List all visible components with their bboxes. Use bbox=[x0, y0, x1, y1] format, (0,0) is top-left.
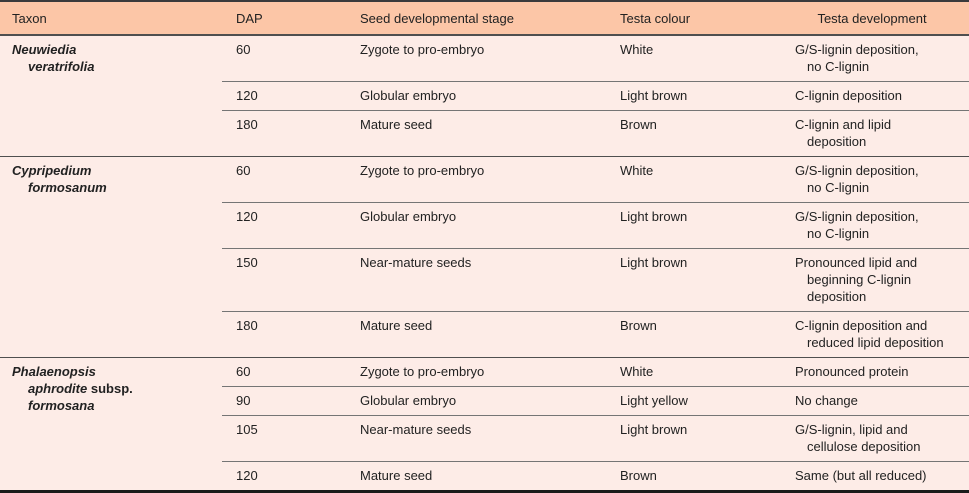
testa-development-cell: Pronounced protein bbox=[795, 364, 909, 379]
testa-development-cell: C-lignin deposition bbox=[785, 81, 969, 111]
stage-cell: Mature seed bbox=[350, 110, 610, 157]
col-header-testa-colour: Testa colour bbox=[610, 1, 785, 36]
taxon-name: Phalaenopsis aphrodite subsp. formosana bbox=[0, 358, 222, 492]
stage-cell: Globular embryo bbox=[350, 386, 610, 416]
dap-cell: 150 bbox=[222, 248, 350, 312]
stage-cell: Near-mature seeds bbox=[350, 415, 610, 462]
table-row: 180 Mature seed Brown C-lignin depositio… bbox=[0, 311, 969, 358]
table-row: 180 Mature seed Brown C-lignin and lipid… bbox=[0, 110, 969, 157]
taxon-name-text: Neuwiedia veratrifolia bbox=[12, 42, 95, 74]
dap-cell: 120 bbox=[222, 461, 350, 492]
testa-development-cell: G/S-lignin deposition, no C-lignin bbox=[795, 163, 919, 195]
stage-cell: Near-mature seeds bbox=[350, 248, 610, 312]
stage-cell: Globular embryo bbox=[350, 202, 610, 249]
taxon-name: Neuwiedia veratrifolia bbox=[0, 35, 222, 157]
table-row: Phalaenopsis aphrodite subsp. formosana 60… bbox=[0, 358, 969, 413]
col-header-testa-development: Testa development bbox=[785, 1, 969, 36]
table-row: 120 Globular embryo Light brown G/S-lign… bbox=[0, 202, 969, 249]
testa-colour-cell: White bbox=[620, 42, 654, 57]
dap-cell: 180 bbox=[222, 311, 350, 358]
stage-cell: Zygote to pro-embryo bbox=[360, 163, 485, 178]
table-row: 90 Globular embryo Light yellow No chang… bbox=[0, 386, 969, 416]
testa-colour-cell: Light yellow bbox=[610, 386, 785, 416]
testa-development-cell: G/S-lignin, lipid and cellulose depositi… bbox=[785, 415, 969, 462]
taxon-name-text: Cypripedium formosanum bbox=[12, 163, 107, 195]
testa-development-cell: Pronounced lipid and beginning C-lignin … bbox=[785, 248, 969, 312]
testa-development-cell: No change bbox=[785, 386, 969, 416]
testa-development-cell: G/S-lignin deposition, no C-lignin bbox=[785, 202, 969, 249]
taxon-name-text: Phalaenopsis aphrodite subsp. formosana bbox=[12, 364, 133, 413]
table-row: 105 Near-mature seeds Light brown G/S-li… bbox=[0, 415, 969, 462]
testa-colour-cell: Light brown bbox=[610, 415, 785, 462]
dap-cell: 60 bbox=[236, 42, 251, 57]
testa-colour-cell: Brown bbox=[610, 311, 785, 358]
testa-development-cell: G/S-lignin deposition, no C-lignin bbox=[795, 42, 919, 74]
table-row: Neuwiedia veratrifolia 60 Zygote to pro-e… bbox=[0, 35, 969, 82]
testa-colour-cell: Brown bbox=[610, 461, 785, 492]
stage-cell: Mature seed bbox=[350, 311, 610, 358]
col-header-taxon: Taxon bbox=[0, 1, 222, 36]
header-row: Taxon DAP Seed developmental stage Testa… bbox=[0, 1, 969, 36]
testa-development-cell: C-lignin and lipid deposition bbox=[785, 110, 969, 157]
testa-colour-cell: White bbox=[620, 163, 654, 178]
table-row: 150 Near-mature seeds Light brown Pronou… bbox=[0, 248, 969, 312]
dap-cell: 60 bbox=[236, 364, 251, 379]
testa-development-cell: C-lignin deposition and reduced lipid de… bbox=[785, 311, 969, 358]
taxon-group-phalaenopsis-aphrodite: Phalaenopsis aphrodite subsp. formosana 60… bbox=[0, 357, 969, 492]
stage-cell: Zygote to pro-embryo bbox=[360, 364, 485, 379]
dap-cell: 180 bbox=[222, 110, 350, 157]
taxon-group-cypripedium-formosanum: Cypripedium formosanum 60 Zygote to pro-e… bbox=[0, 156, 969, 358]
taxon-name: Cypripedium formosanum bbox=[0, 157, 222, 358]
testa-colour-cell: Light brown bbox=[610, 248, 785, 312]
dap-cell: 120 bbox=[222, 81, 350, 111]
testa-development-cell: Same (but all reduced) bbox=[785, 461, 969, 492]
testa-colour-cell: White bbox=[620, 364, 654, 379]
stage-cell: Globular embryo bbox=[350, 81, 610, 111]
table-row: 120 Globular embryo Light brown C-lignin… bbox=[0, 81, 969, 111]
col-header-dap: DAP bbox=[222, 1, 350, 36]
testa-colour-cell: Light brown bbox=[610, 202, 785, 249]
dap-cell: 60 bbox=[236, 163, 251, 178]
stage-cell: Zygote to pro-embryo bbox=[360, 42, 485, 57]
taxon-group-neuwiedia-veratrifolia: Neuwiedia veratrifolia 60 Zygote to pro-e… bbox=[0, 35, 969, 157]
stage-cell: Mature seed bbox=[350, 461, 610, 492]
dap-cell: 120 bbox=[222, 202, 350, 249]
testa-colour-cell: Brown bbox=[610, 110, 785, 157]
table-row: Cypripedium formosanum 60 Zygote to pro-e… bbox=[0, 157, 969, 203]
dap-cell: 105 bbox=[222, 415, 350, 462]
col-header-stage: Seed developmental stage bbox=[350, 1, 610, 36]
testa-colour-cell: Light brown bbox=[610, 81, 785, 111]
dap-cell: 90 bbox=[222, 386, 350, 416]
